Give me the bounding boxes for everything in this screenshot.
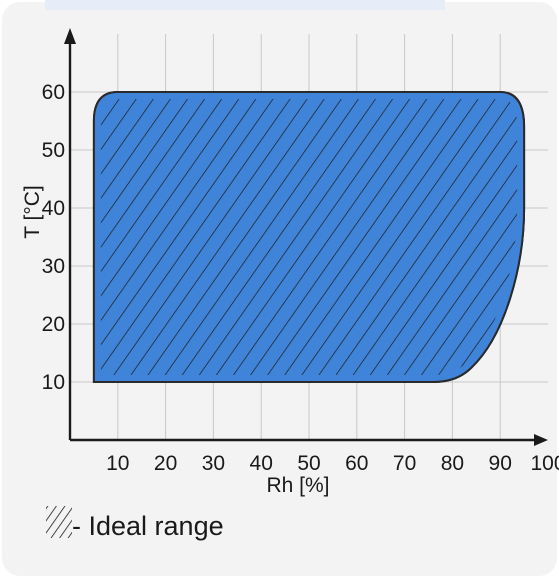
x-axis-title: Rh [%]: [266, 474, 329, 497]
x-tick-label-70: 70: [393, 452, 416, 475]
legend-hatch-swatch: [46, 506, 72, 538]
region-layer: [92, 91, 526, 383]
y-tick-label-10: 10: [42, 371, 65, 394]
x-axis-arrow: [534, 434, 548, 446]
x-tick-label-80: 80: [441, 452, 464, 475]
legend-label: - Ideal range: [72, 511, 224, 541]
y-axis-title: T [°C]: [21, 185, 44, 239]
ideal-range-hatching: [93, 92, 525, 382]
y-tick-label-40: 40: [42, 197, 65, 220]
x-tick-label-20: 20: [154, 452, 177, 475]
x-tick-labels: 10 20 30 40 50 60 70 80 90 100: [106, 452, 559, 475]
x-tick-label-30: 30: [202, 452, 225, 475]
x-tick-label-60: 60: [345, 452, 368, 475]
top-accent: [45, 0, 445, 10]
legend: - Ideal range: [46, 506, 224, 541]
x-tick-label-100: 100: [530, 452, 559, 475]
ideal-range-outline: [92, 91, 526, 383]
x-tick-label-10: 10: [106, 452, 129, 475]
y-tick-label-60: 60: [42, 81, 65, 104]
axis-layer: [64, 28, 548, 446]
x-tick-label-40: 40: [250, 452, 273, 475]
y-tick-label-20: 20: [42, 313, 65, 336]
y-tick-label-50: 50: [42, 139, 65, 162]
x-tick-label-50: 50: [297, 452, 320, 475]
y-tick-labels: 10 20 30 40 50 60: [42, 81, 65, 394]
y-tick-label-30: 30: [42, 255, 65, 278]
x-tick-label-90: 90: [489, 452, 512, 475]
y-axis-arrow: [64, 28, 76, 44]
